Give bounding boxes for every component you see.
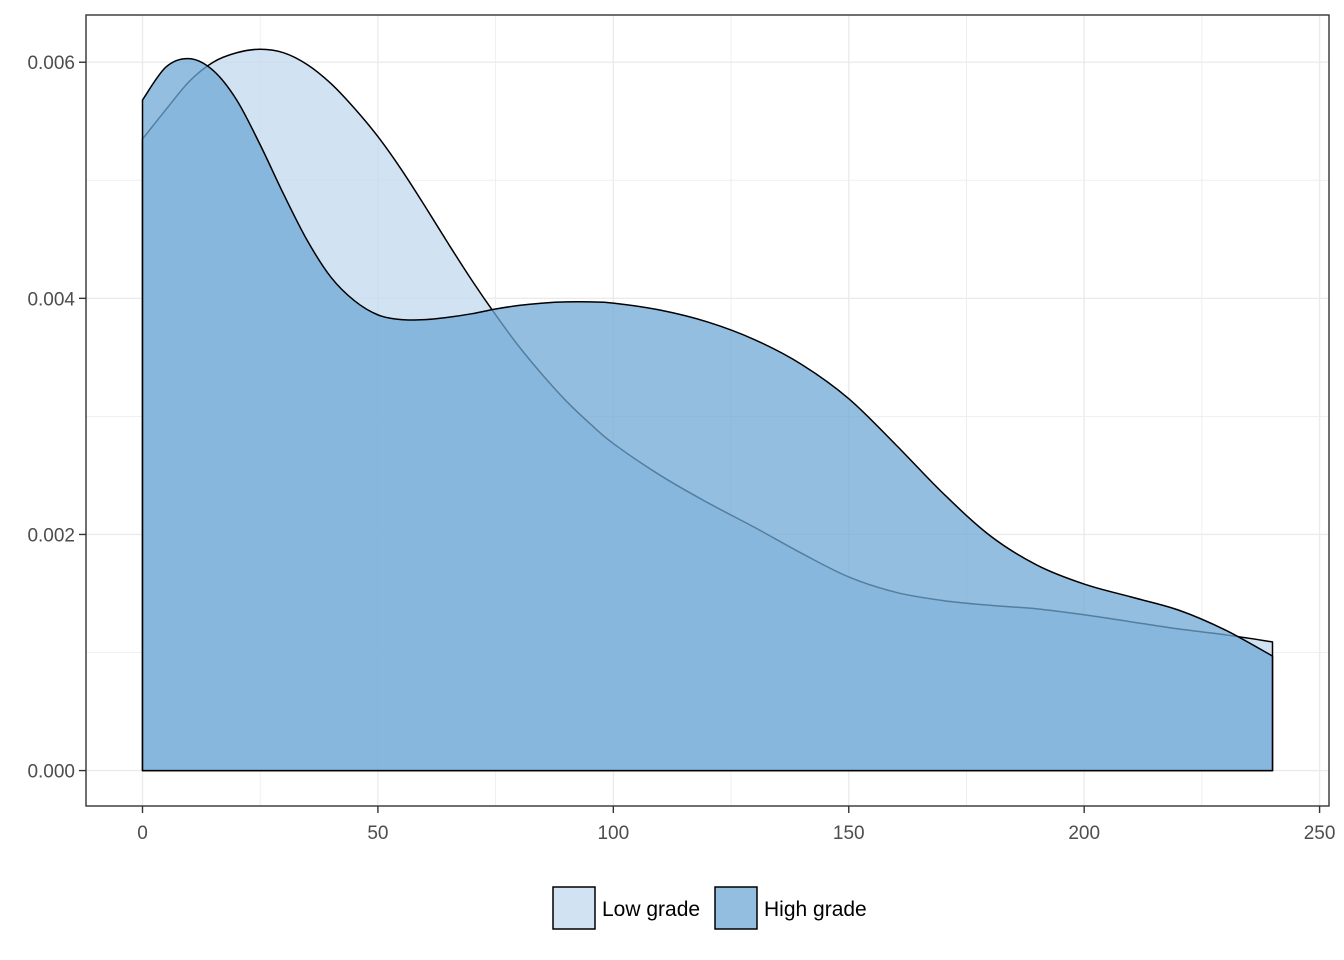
- x-axis: 0 50 100 150 200 250: [137, 806, 1335, 844]
- y-tick-label: 0.002: [27, 525, 75, 546]
- x-tick-label: 200: [1068, 823, 1100, 844]
- y-tick-label: 0.006: [27, 53, 75, 74]
- legend-label-high-grade: High grade: [764, 898, 867, 921]
- x-tick-label: 250: [1304, 823, 1336, 844]
- x-tick-label: 150: [833, 823, 865, 844]
- legend-swatch-low-grade: [552, 886, 596, 930]
- panel-border: [85, 14, 1330, 807]
- density-areas: [141, 48, 1274, 772]
- y-tick-label: 0.000: [27, 762, 75, 783]
- density-area-high-grade: [141, 57, 1274, 772]
- x-tick-label: 50: [367, 823, 388, 844]
- x-tick-label: 0: [137, 823, 148, 844]
- x-tick-label: 100: [597, 823, 629, 844]
- y-axis: 0.000 0.002 0.004 0.006: [27, 53, 86, 783]
- y-tick-label: 0.004: [27, 289, 75, 310]
- legend: Low grade High grade: [552, 886, 867, 930]
- legend-label-low-grade: Low grade: [602, 898, 700, 921]
- legend-swatch-high-grade: [714, 886, 758, 930]
